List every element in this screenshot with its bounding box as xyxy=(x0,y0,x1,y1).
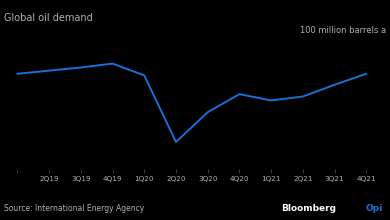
Text: Opi: Opi xyxy=(366,204,383,213)
Text: Global oil demand: Global oil demand xyxy=(4,13,93,23)
Text: Bloomberg: Bloomberg xyxy=(281,204,336,213)
Text: 100 million barrels a: 100 million barrels a xyxy=(300,26,386,35)
Text: Source: International Energy Agency: Source: International Energy Agency xyxy=(4,204,144,213)
